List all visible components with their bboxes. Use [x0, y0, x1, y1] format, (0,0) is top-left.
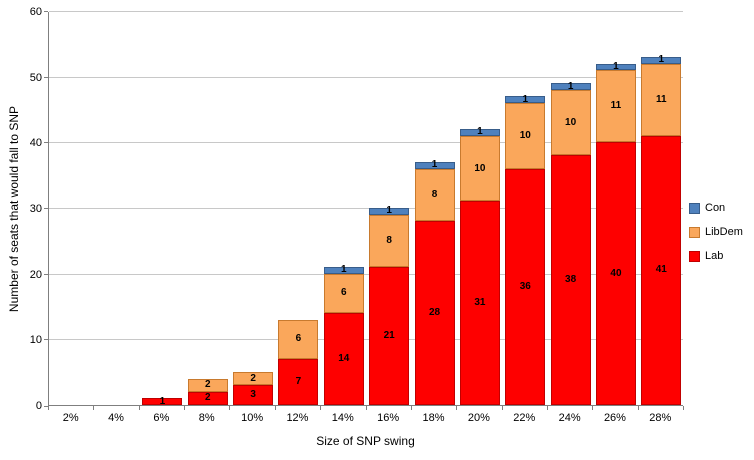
x-tick-label: 4% — [108, 412, 124, 424]
bar-segment-lab — [641, 135, 682, 405]
x-tick-mark — [139, 406, 140, 410]
bar-segment-libdem — [233, 372, 274, 386]
x-tick-mark — [320, 406, 321, 410]
bar-segment-libdem — [595, 70, 636, 143]
gridline — [49, 208, 683, 209]
bar-segment-lab — [459, 201, 500, 405]
legend-swatch-con — [689, 202, 700, 214]
legend-item-libdem: LibDem — [689, 220, 743, 244]
x-tick-label: 10% — [241, 412, 264, 424]
x-tick-label: 2% — [62, 412, 79, 424]
x-tick-label: 20% — [467, 412, 490, 424]
x-tick-label: 8% — [198, 412, 215, 424]
bar-segment-lab — [550, 155, 591, 405]
bar-segment-libdem — [323, 273, 364, 314]
x-tick-label: 6% — [153, 412, 170, 424]
y-tick-label: 20 — [29, 268, 42, 281]
bar-segment-lab — [142, 398, 183, 405]
x-tick-label: 22% — [513, 412, 536, 424]
bar-segment-lab — [595, 142, 636, 405]
bar-segment-lab — [414, 221, 455, 405]
x-tick-mark — [48, 406, 49, 410]
legend-swatch-libdem — [689, 226, 700, 238]
x-tick-label: 24% — [558, 412, 581, 424]
x-tick-label: 16% — [377, 412, 400, 424]
bar-segment-libdem — [369, 214, 410, 268]
y-tick-label: 60 — [29, 6, 42, 18]
bar-segment-lab — [505, 168, 546, 405]
legend-label: LibDem — [705, 226, 743, 238]
bar-segment-libdem — [459, 135, 500, 202]
x-tick-mark — [456, 406, 457, 410]
legend-item-lab: Lab — [689, 244, 743, 268]
x-tick-label: 18% — [422, 412, 445, 424]
bar-segment-con — [641, 56, 682, 64]
y-tick-mark — [44, 11, 48, 12]
legend: Con LibDem Lab — [689, 196, 743, 268]
legend-item-con: Con — [689, 196, 743, 220]
x-tick-mark — [93, 406, 94, 410]
bar-segment-lab — [233, 385, 274, 405]
bar-segment-libdem — [505, 102, 546, 169]
x-tick-mark — [184, 406, 185, 410]
bar-segment-libdem — [550, 89, 591, 156]
x-tick-label: 28% — [649, 412, 672, 424]
bar-segment-libdem — [278, 319, 319, 360]
x-tick-label: 12% — [286, 412, 309, 424]
y-tick-mark — [44, 273, 48, 275]
x-tick-label: 26% — [603, 412, 626, 424]
bar-segment-con — [550, 83, 591, 90]
bar-segment-con — [595, 63, 636, 71]
bar-segment-lab — [187, 391, 228, 405]
y-tick-mark — [44, 339, 48, 341]
x-tick-mark — [592, 406, 593, 410]
bar-segment-con — [414, 162, 455, 169]
x-axis-title: Size of SNP swing — [316, 434, 415, 448]
legend-label: Con — [705, 202, 726, 214]
y-tick-mark — [44, 76, 48, 78]
gridline — [49, 273, 683, 275]
bar-segment-libdem — [641, 63, 682, 136]
y-tick-mark — [44, 208, 48, 209]
bar-segment-lab — [369, 267, 410, 405]
x-tick-mark — [366, 406, 367, 410]
x-tick-mark — [683, 406, 684, 410]
x-tick-mark — [229, 406, 230, 410]
gridline — [49, 339, 683, 341]
y-tick-label: 40 — [29, 137, 42, 150]
bar-segment-con — [323, 267, 364, 274]
bar-segment-lab — [278, 359, 319, 405]
gridline — [49, 142, 683, 144]
x-tick-mark — [502, 406, 503, 410]
bar-segment-con — [369, 208, 410, 215]
y-tick-mark — [44, 406, 48, 407]
y-tick-label: 30 — [29, 203, 42, 215]
x-tick-mark — [411, 406, 412, 410]
y-tick-mark — [44, 142, 48, 144]
bar-segment-con — [459, 129, 500, 136]
bar-segment-lab — [323, 313, 364, 405]
x-tick-mark — [547, 406, 548, 410]
legend-label: Lab — [705, 250, 724, 262]
bar-segment-libdem — [414, 168, 455, 222]
gridline — [49, 76, 683, 78]
bar-segment-libdem — [187, 378, 228, 392]
x-tick-label: 14% — [331, 412, 354, 424]
x-tick-mark — [638, 406, 639, 410]
legend-swatch-lab — [689, 250, 700, 262]
bar-segment-con — [505, 96, 546, 103]
x-tick-mark — [275, 406, 276, 410]
plot-area: 1 2 2 3 2 7 6 14 6 1 21 8 1 28 8 1 31 10 1 36 10 1 38 10 1 40 11 1 4… — [48, 11, 683, 407]
gridline — [49, 11, 683, 12]
y-tick-label: 0 — [35, 400, 42, 412]
y-tick-label: 10 — [29, 334, 42, 347]
y-tick-label: 50 — [29, 71, 42, 84]
